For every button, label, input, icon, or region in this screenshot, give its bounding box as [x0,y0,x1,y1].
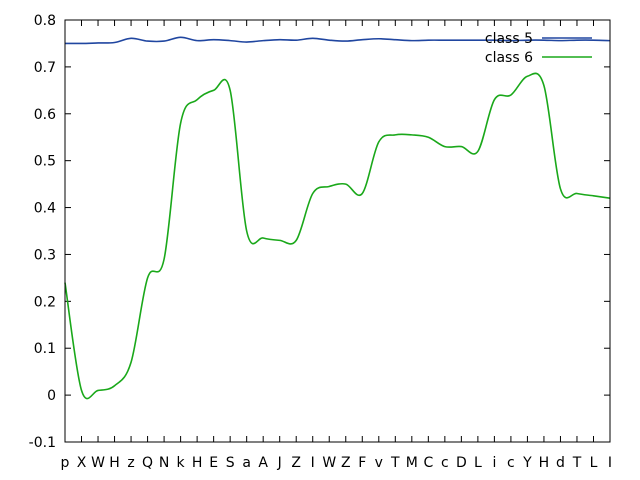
x-tick-label: Z [291,455,301,471]
series-points-class-5 [64,37,611,44]
x-tick-label: C [423,455,433,471]
x-tick-label: v [375,455,383,471]
y-tick-label: 0.2 [34,294,56,310]
x-tick-label: Q [142,455,153,471]
y-tick-label: 0.3 [34,247,56,263]
x-tick-label: L [474,455,482,471]
x-tick-label: a [242,455,251,471]
x-tick-label: M [406,455,418,471]
y-tick-label: 0.5 [34,154,56,170]
x-tick-label: k [177,455,186,471]
x-tick-label: T [572,455,582,471]
x-tick-label: W [322,455,336,471]
x-tick-label: S [226,455,235,471]
x-tick-label: X [77,455,87,471]
y-tick-label: -0.1 [29,435,56,451]
x-tick-label: Y [522,455,532,471]
x-tick-label: I [608,455,612,471]
x-tick-label: E [209,455,218,471]
x-tick-label: I [311,455,315,471]
x-tick-label: J [277,455,282,471]
y-tick-label: 0.4 [34,201,56,217]
y-axis-ticks: -0.1 0 0.1 0.2 0.3 0.4 0.5 0.6 0.7 0.8 [29,13,610,451]
y-tick-label: 0.8 [34,13,56,29]
x-tick-label: d [556,455,565,471]
legend-label-class-6: class 6 [485,50,533,66]
x-tick-label: H [109,455,120,471]
legend-label-class-5: class 5 [485,31,533,47]
series-layer [64,36,611,400]
x-tick-label: T [390,455,400,471]
series-line-class-6 [64,72,611,400]
x-tick-label: W [91,455,105,471]
x-tick-label: F [358,455,366,471]
x-tick-label: D [456,455,467,471]
x-tick-label: N [159,455,169,471]
x-tick-label: H [192,455,203,471]
series-points-class-6 [64,76,611,391]
x-tick-label: p [61,455,70,471]
x-tick-label: H [539,455,550,471]
series-line-class-5 [64,36,611,45]
y-tick-label: 0.7 [34,60,56,76]
plot-frame [64,19,611,443]
x-tick-label: Z [341,455,351,471]
x-tick-label: c [507,455,515,471]
legend: class 5 class 6 [485,31,592,66]
y-tick-label: 0 [47,388,56,404]
x-tick-label: L [590,455,598,471]
x-tick-label: i [492,455,496,471]
x-tick-label: c [441,455,449,471]
y-tick-label: 0.1 [34,341,56,357]
y-tick-label: 0.6 [34,107,56,123]
x-tick-label: A [258,455,268,471]
x-tick-label: z [127,455,134,471]
